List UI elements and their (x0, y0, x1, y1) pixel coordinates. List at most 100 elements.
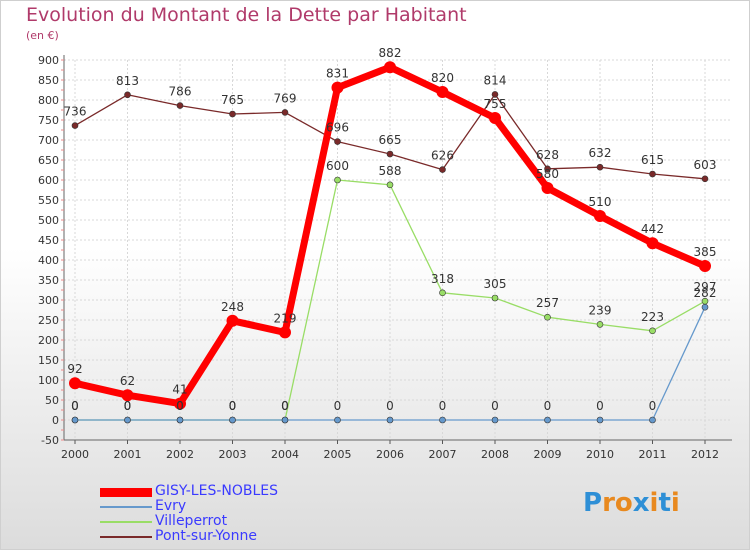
chart-unit: (en €) (26, 29, 59, 42)
logo-letter: i (649, 488, 659, 518)
x-tick-label: 2005 (324, 448, 352, 461)
legend-item-evry[interactable]: Evry (100, 498, 360, 514)
x-tick-label: 2011 (639, 448, 667, 461)
data-label-0: 755 (484, 97, 507, 111)
data-point-0 (384, 61, 396, 74)
logo-letter: o (614, 488, 633, 518)
data-label-3: 765 (221, 93, 244, 107)
data-label-2: 0 (229, 399, 237, 413)
data-point-0 (541, 182, 554, 194)
data-label-3: 786 (169, 85, 192, 99)
data-label-3: 628 (536, 148, 559, 162)
data-point-2 (596, 321, 604, 328)
data-point-0 (331, 81, 344, 94)
y-tick-label: 500 (38, 214, 59, 227)
x-tick-label: 2001 (114, 448, 142, 461)
data-label-2: 0 (281, 399, 289, 413)
y-tick-label: 200 (38, 334, 59, 347)
data-label-3: 696 (326, 121, 349, 135)
y-tick-label: 350 (38, 274, 59, 287)
logo-letter: t (658, 488, 671, 518)
data-label-2: 318 (431, 272, 454, 286)
data-label-3: 813 (116, 74, 139, 88)
data-point-0 (279, 326, 291, 339)
y-tick-label: 300 (38, 294, 59, 307)
data-label-0: 385 (694, 245, 717, 259)
x-tick-label: 2003 (219, 448, 247, 461)
data-label-1: 0 (176, 399, 184, 413)
y-tick-label: 550 (38, 194, 59, 207)
data-point-1 (124, 416, 131, 424)
data-point-3 (176, 102, 184, 109)
data-point-0 (436, 86, 449, 98)
data-label-1: 0 (71, 399, 79, 413)
data-point-3 (596, 163, 604, 171)
data-point-3 (544, 165, 551, 173)
data-point-1 (71, 416, 79, 424)
data-point-0 (699, 260, 711, 272)
data-label-0: 510 (589, 195, 612, 209)
y-tick-label: 800 (38, 94, 59, 107)
data-label-1: 0 (649, 399, 657, 413)
data-label-3: 603 (694, 158, 717, 172)
data-label-3: 736 (64, 105, 87, 119)
data-point-3 (334, 138, 341, 145)
y-tick-label: 750 (38, 114, 59, 127)
data-point-2 (544, 313, 551, 321)
data-label-0: 248 (221, 300, 244, 314)
data-point-1 (596, 416, 604, 424)
data-point-3 (281, 109, 289, 116)
data-point-3 (229, 110, 236, 118)
data-point-0 (489, 112, 501, 124)
data-label-3: 632 (589, 146, 612, 160)
data-point-1 (701, 303, 709, 311)
x-tick-label: 2010 (586, 448, 614, 461)
y-tick-label: 50 (45, 394, 59, 407)
data-label-3: 814 (484, 73, 507, 87)
data-point-2 (334, 176, 341, 184)
data-point-1 (229, 416, 236, 424)
data-point-0 (121, 389, 134, 402)
data-point-3 (491, 91, 499, 98)
legend-label-gisy: GISY-LES-NOBLES (155, 483, 279, 499)
data-label-0: 219 (274, 311, 297, 325)
data-point-1 (544, 416, 551, 424)
data-point-3 (701, 175, 709, 183)
y-tick-label: 250 (38, 314, 59, 327)
data-label-1: 0 (229, 399, 237, 413)
data-label-2: 588 (379, 164, 402, 178)
data-point-1 (491, 416, 499, 424)
data-label-2: 600 (326, 159, 349, 173)
data-label-1: 0 (491, 399, 499, 413)
data-point-0 (226, 314, 239, 327)
x-tick-label: 2002 (166, 448, 194, 461)
legend-label-evry: Evry (155, 498, 187, 514)
legend-swatch-villeperrot (100, 521, 152, 523)
y-tick-label: -50 (41, 434, 59, 447)
y-tick-label: 100 (38, 374, 59, 387)
data-label-1: 0 (544, 399, 552, 413)
data-point-2 (491, 294, 499, 302)
x-tick-label: 2000 (61, 448, 89, 461)
legend-item-villeperrot[interactable]: Villeperrot (100, 513, 360, 529)
legend-swatch-evry (100, 506, 152, 508)
y-tick-label: 650 (38, 154, 59, 167)
data-label-2: 305 (484, 277, 507, 291)
y-tick-label: 450 (38, 234, 59, 247)
legend-item-gisy[interactable]: GISY-LES-NOBLES (100, 483, 360, 499)
logo-letter: x (632, 488, 650, 518)
data-point-0 (174, 397, 186, 410)
legend-swatch-gisy (100, 488, 152, 497)
x-tick-label: 2012 (691, 448, 719, 461)
logo-letter: P (583, 488, 603, 518)
data-label-0: 882 (379, 46, 402, 60)
legend-item-pont[interactable]: Pont-sur-Yonne (100, 528, 360, 544)
logo-letter: i (670, 488, 680, 518)
y-tick-label: 700 (38, 134, 59, 147)
legend: GISY-LES-NOBLES Evry Villeperrot Pont-su… (100, 483, 360, 544)
data-label-3: 665 (379, 133, 402, 147)
x-tick-label: 2007 (429, 448, 457, 461)
data-label-0: 442 (641, 222, 664, 236)
